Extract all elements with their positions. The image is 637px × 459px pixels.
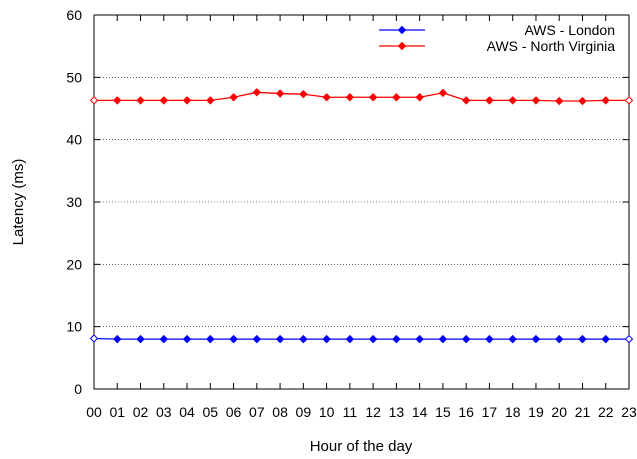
data-point xyxy=(415,93,424,102)
data-point xyxy=(345,334,355,344)
y-tick-label: 20 xyxy=(66,256,82,272)
data-point xyxy=(578,96,587,106)
x-tick-label: 22 xyxy=(598,404,614,420)
data-point xyxy=(275,334,285,344)
data-point xyxy=(555,334,564,344)
series-line xyxy=(93,337,629,340)
data-point xyxy=(624,96,634,105)
axis-ticks xyxy=(93,14,630,390)
x-tick-label: 05 xyxy=(203,404,219,420)
data-point xyxy=(89,96,99,105)
data-point xyxy=(531,96,541,105)
x-tick-label: 23 xyxy=(621,404,637,420)
data-point xyxy=(624,334,634,344)
x-tick-label: 03 xyxy=(156,404,172,420)
x-tick-label: 20 xyxy=(551,404,567,420)
x-axis-title: Hour of the day xyxy=(310,438,413,455)
x-tick-label: 12 xyxy=(365,404,381,420)
x-tick-label: 00 xyxy=(86,404,102,420)
data-point xyxy=(345,93,355,102)
data-point xyxy=(508,334,517,344)
legend-marker xyxy=(397,41,407,51)
x-tick-label: 18 xyxy=(505,404,521,420)
data-point xyxy=(159,96,168,105)
x-tick-labels: 00 01 02 03 04 05 06 07 08 09 10 11 12 13 14 15 16 17 18 19… xyxy=(86,404,637,420)
data-point xyxy=(252,88,262,97)
series-layer xyxy=(89,88,634,344)
data-point xyxy=(136,334,145,344)
data-point xyxy=(485,96,494,105)
legend-label: AWS - North Virginia xyxy=(487,38,616,54)
data-point xyxy=(368,334,378,344)
data-point xyxy=(322,93,331,102)
x-tick-label: 16 xyxy=(458,404,474,420)
y-tick-label: 10 xyxy=(66,319,82,335)
x-tick-label: 15 xyxy=(435,404,451,420)
data-point xyxy=(415,334,424,344)
x-tick-label: 09 xyxy=(296,404,312,420)
x-tick-label: 21 xyxy=(575,404,591,420)
x-tick-label: 19 xyxy=(528,404,544,420)
data-point xyxy=(275,89,285,98)
x-tick-label: 14 xyxy=(412,404,428,420)
x-tick-label: 08 xyxy=(272,404,288,420)
data-point xyxy=(206,334,215,344)
data-point xyxy=(438,334,448,344)
data-point xyxy=(392,334,401,344)
y-tick-label: 30 xyxy=(66,194,82,210)
data-point xyxy=(508,96,517,105)
legend-marker xyxy=(397,25,407,35)
data-point xyxy=(182,334,192,344)
x-tick-label: 10 xyxy=(319,404,335,420)
data-point xyxy=(299,89,308,99)
data-point xyxy=(136,96,145,105)
data-point xyxy=(206,96,215,105)
x-tick-label: 01 xyxy=(109,404,125,420)
data-point xyxy=(555,96,564,106)
data-point xyxy=(229,334,238,344)
data-point xyxy=(229,93,238,102)
data-point xyxy=(438,88,448,98)
data-point xyxy=(601,334,610,344)
data-point xyxy=(461,334,471,344)
data-point xyxy=(182,96,192,105)
data-point xyxy=(578,334,587,344)
series-line xyxy=(94,91,629,102)
data-point xyxy=(89,334,99,343)
y-tick-label: 0 xyxy=(74,381,82,397)
y-tick-label: 60 xyxy=(66,7,82,23)
data-point xyxy=(159,334,168,344)
data-point xyxy=(322,334,331,344)
x-tick-label: 04 xyxy=(179,404,195,420)
data-point xyxy=(113,96,122,105)
data-point xyxy=(113,334,122,344)
data-point xyxy=(299,334,308,344)
x-tick-label: 11 xyxy=(343,404,358,420)
x-tick-label: 17 xyxy=(482,404,498,420)
data-point xyxy=(252,334,262,344)
x-tick-label: 06 xyxy=(226,404,242,420)
y-tick-labels: 0 10 20 30 40 50 60 xyxy=(66,7,82,397)
y-tick-label: 40 xyxy=(66,132,82,148)
data-point xyxy=(368,93,378,102)
x-tick-label: 02 xyxy=(133,404,149,420)
gridlines xyxy=(94,77,629,327)
data-point xyxy=(461,96,471,105)
x-tick-label: 07 xyxy=(249,404,265,420)
legend-label: AWS - London xyxy=(524,22,615,38)
y-axis-title: Latency (ms) xyxy=(10,159,27,246)
data-point xyxy=(531,334,541,344)
x-tick-label: 13 xyxy=(389,404,405,420)
data-point xyxy=(485,334,494,344)
y-tick-label: 50 xyxy=(66,69,82,85)
data-point xyxy=(601,96,610,105)
data-point xyxy=(392,93,401,102)
